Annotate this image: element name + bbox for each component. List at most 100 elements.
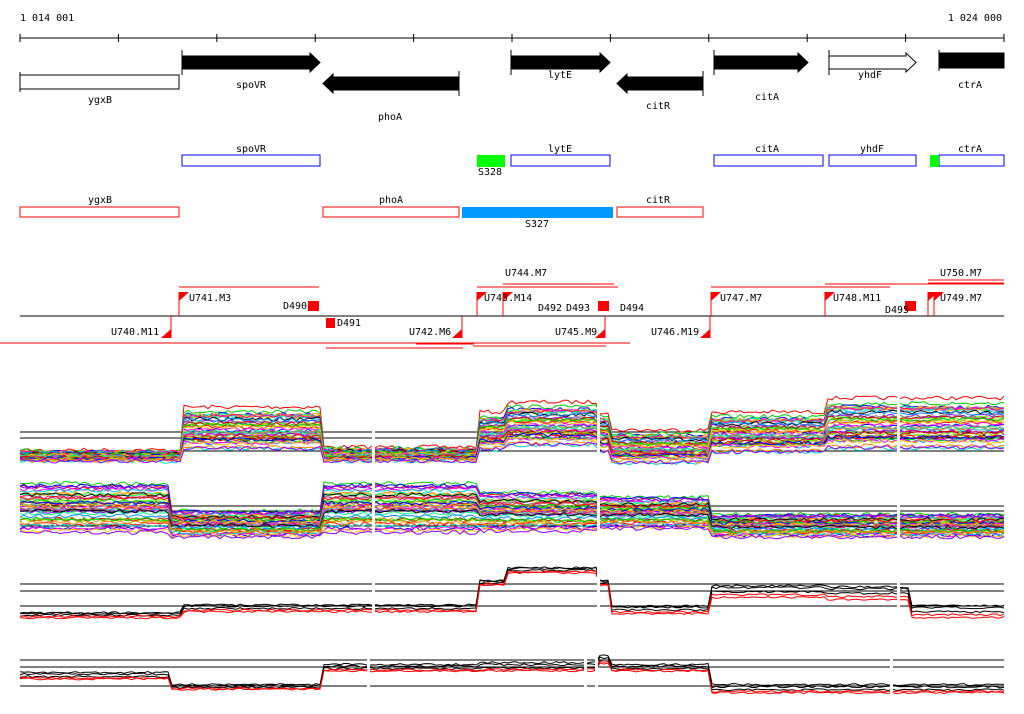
gene-track xyxy=(19,50,1005,96)
tu-label[interactable]: U741.M3 xyxy=(189,293,232,304)
gene-label-citA[interactable]: citA xyxy=(754,92,780,103)
track-3-gap xyxy=(897,544,900,634)
track-2-gap xyxy=(897,466,900,556)
tu-label[interactable]: U746.M19 xyxy=(651,327,700,338)
tu-label[interactable]: D494 xyxy=(620,303,645,314)
gene-arrow-ygxB xyxy=(19,74,180,90)
track-2-profile-line xyxy=(19,526,1005,540)
annot-label-spoVR: spoVR xyxy=(235,144,267,155)
gene-arrow-citR xyxy=(616,72,704,95)
tu-flag-icon xyxy=(700,329,710,338)
segment-forward xyxy=(477,155,505,167)
track-1-profile-line xyxy=(19,410,1005,456)
tu-flag-icon xyxy=(179,292,189,301)
expression-tracks xyxy=(19,392,1005,710)
track-2-profile-line xyxy=(19,480,1005,517)
tu-flag-icon xyxy=(503,292,513,301)
track-4-gap xyxy=(367,620,370,710)
track-1-gap xyxy=(897,392,900,482)
gene-arrow-ctrA xyxy=(938,52,1005,69)
track-4-profile-line xyxy=(19,654,1005,687)
tu-terminator-icon xyxy=(598,301,609,311)
track-1-profile-line xyxy=(19,431,1005,461)
track-2-profile-line xyxy=(19,519,1005,535)
tu-label[interactable]: D493 xyxy=(566,303,591,314)
tu-label[interactable]: D495 xyxy=(885,305,910,316)
tu-label[interactable]: U749.M7 xyxy=(940,293,983,304)
track-3-profile-line xyxy=(19,571,1005,620)
segment-label-forward: S328 xyxy=(477,167,503,178)
track-3-profile-line xyxy=(19,570,1005,619)
annotation-box-citA xyxy=(713,154,824,167)
gene-arrow-phoA xyxy=(322,72,460,95)
track-1-profile-line xyxy=(19,435,1005,462)
annotation-box-yhdF xyxy=(828,154,917,167)
track-1-profile-line xyxy=(19,406,1005,456)
annotation-box-phoA xyxy=(322,206,460,218)
track-4-gap xyxy=(890,620,893,710)
annot-label-ygxB: ygxB xyxy=(87,195,113,206)
ruler-start-label: 1 014 001 xyxy=(20,13,75,24)
track-4-gap xyxy=(584,620,587,710)
tu-label[interactable]: U745.M9 xyxy=(555,327,598,338)
track-1-profile-line xyxy=(19,419,1005,458)
tu-flag-icon xyxy=(595,329,605,338)
track-2-profile-line xyxy=(20,495,1005,524)
segment-label-reverse: S327 xyxy=(524,219,550,230)
track-1-profile-line xyxy=(19,395,1005,453)
track-2-profile-line xyxy=(19,484,1005,519)
tu-terminator-icon xyxy=(308,301,319,311)
gene-label-citR[interactable]: citR xyxy=(645,101,671,112)
gene-arrow-spoVR xyxy=(181,51,321,74)
track-1-gap xyxy=(372,392,375,482)
track-1-profile-line xyxy=(19,441,1005,465)
track-1-profile-line xyxy=(19,436,1005,463)
annotation-box-lytE xyxy=(510,154,611,167)
tu-label[interactable]: U747.M7 xyxy=(720,293,763,304)
track-3-profile-line xyxy=(19,568,1005,617)
gene-arrow-citA xyxy=(713,51,809,74)
track-4-profile-line xyxy=(19,659,1005,692)
tu-label[interactable]: U748.M11 xyxy=(833,293,882,304)
annot-label-citR: citR xyxy=(645,195,671,206)
track-1-profile-line xyxy=(19,432,1005,462)
gene-label-ygxB[interactable]: ygxB xyxy=(87,95,113,106)
track-4-profile-line xyxy=(19,660,1005,693)
tu-label[interactable]: U750.M7 xyxy=(940,268,983,279)
annot-label-lytE: lytE xyxy=(547,144,573,155)
ruler-axis xyxy=(19,34,1005,42)
gene-label-phoA[interactable]: phoA xyxy=(377,112,403,123)
gene-arrow-yhdF xyxy=(828,51,917,74)
tu-label[interactable]: U744.M7 xyxy=(505,268,548,279)
tu-label[interactable]: U742.M6 xyxy=(409,327,452,338)
track-2-profile-line xyxy=(19,524,1005,539)
track-1-profile-line xyxy=(19,424,1005,460)
track-2-profile-line xyxy=(19,505,1005,529)
tu-label[interactable]: D492 xyxy=(538,303,563,314)
annot-label-phoA: phoA xyxy=(378,195,404,206)
tu-label[interactable]: D491 xyxy=(337,318,362,329)
gene-label-spoVR[interactable]: spoVR xyxy=(235,80,267,91)
track-1-profile-line xyxy=(20,425,1005,460)
gene-label-ctrA[interactable]: ctrA xyxy=(957,80,983,91)
track-4-gap xyxy=(595,620,598,710)
gene-arrow-lytE xyxy=(510,51,611,74)
annotation-track xyxy=(19,154,1005,218)
track-2-gap xyxy=(597,466,600,556)
track-2-gap xyxy=(372,466,375,556)
annot-label-ctrA: ctrA xyxy=(957,144,983,155)
tu-label[interactable]: D490 xyxy=(283,301,308,312)
tu-flag-icon xyxy=(161,329,171,338)
tu-flag-icon xyxy=(477,292,487,301)
track-1-gap xyxy=(597,392,600,482)
annot-label-citA: citA xyxy=(754,144,780,155)
tu-flag-icon xyxy=(825,292,835,301)
track-2-profile-line xyxy=(19,521,1005,537)
track-3-gap xyxy=(597,544,600,634)
ruler-end-label: 1 024 000 xyxy=(947,13,1002,24)
tu-label[interactable]: U743.M14 xyxy=(484,293,533,304)
gene-label-yhdF[interactable]: yhdF xyxy=(857,70,883,81)
gene-label-lytE[interactable]: lytE xyxy=(547,70,573,81)
tu-label[interactable]: U740.M11 xyxy=(111,327,160,338)
